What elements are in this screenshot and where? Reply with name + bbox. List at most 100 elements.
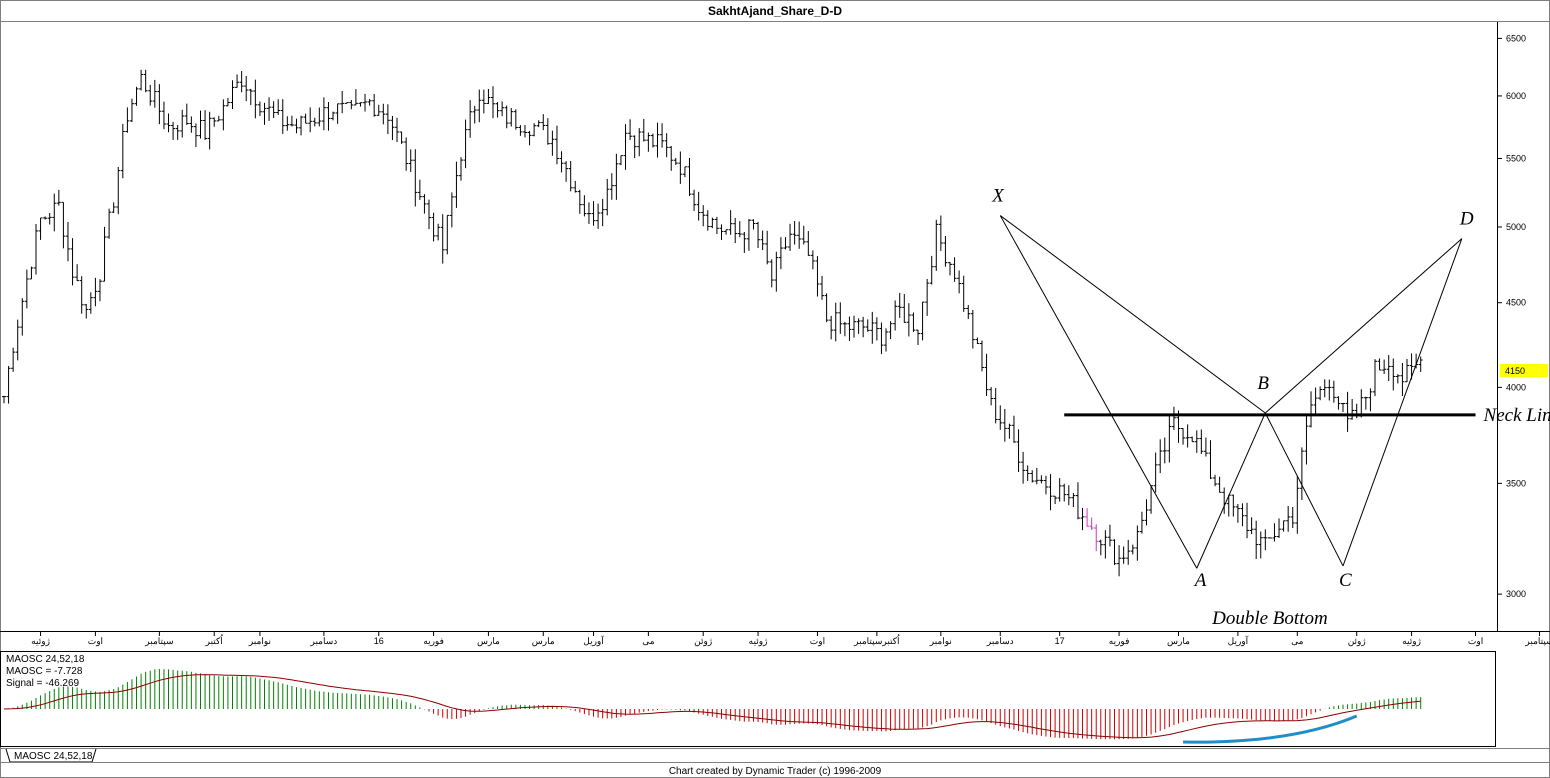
x-tick-label: اُکتبر bbox=[205, 634, 224, 647]
price-bar bbox=[271, 101, 276, 119]
price-bar bbox=[1404, 358, 1409, 383]
price-bar bbox=[696, 191, 701, 221]
last-price-label: 4150 bbox=[1505, 366, 1525, 376]
price-bar bbox=[427, 199, 432, 230]
price-bar bbox=[29, 266, 34, 280]
price-bar bbox=[678, 151, 683, 184]
x-tick-label: 17 bbox=[1055, 636, 1065, 646]
price-bar bbox=[1107, 524, 1112, 547]
y-tick-label: 3000 bbox=[1506, 589, 1526, 599]
indicator-tab-label[interactable]: MAOSC 24,52,18 bbox=[14, 751, 93, 762]
price-bar bbox=[38, 217, 43, 240]
price-bar bbox=[52, 193, 57, 232]
x-tick-label: ژوئیه bbox=[1402, 636, 1421, 647]
price-bar bbox=[326, 102, 331, 131]
price-bar bbox=[669, 145, 674, 171]
price-bar bbox=[774, 251, 779, 292]
price-bar bbox=[152, 79, 157, 108]
price-bar bbox=[660, 123, 665, 148]
pattern-point-d: D bbox=[1459, 209, 1474, 230]
price-bar bbox=[477, 89, 482, 123]
date-axis: ژوئیه اوت سپتامبر اُکتبر نوامبر دسامبر 16 فوریه… bbox=[31, 631, 1550, 647]
price-bar bbox=[1400, 362, 1405, 396]
price-bar bbox=[1034, 467, 1039, 485]
price-bar bbox=[212, 117, 217, 127]
price-bar bbox=[897, 292, 902, 318]
price-bar bbox=[788, 223, 793, 251]
x-tick-label: مارس bbox=[1167, 636, 1190, 647]
price-bar bbox=[184, 103, 189, 126]
price-bar bbox=[1089, 517, 1094, 530]
price-bar bbox=[509, 108, 514, 127]
x-tick-label: اوت bbox=[1468, 636, 1483, 647]
price-bar bbox=[865, 319, 870, 332]
y-tick-label: 6000 bbox=[1506, 91, 1526, 101]
price-bar bbox=[929, 255, 934, 285]
price-bar bbox=[193, 123, 198, 147]
price-bar bbox=[719, 224, 724, 240]
price-bar bbox=[646, 132, 651, 152]
price-bar bbox=[573, 180, 578, 193]
price-bar bbox=[2, 395, 6, 404]
price-bar bbox=[902, 294, 907, 323]
price-bar bbox=[381, 103, 386, 125]
price-bar bbox=[970, 310, 975, 349]
price-bar bbox=[11, 347, 16, 372]
price-bar bbox=[1190, 436, 1195, 443]
price-bar bbox=[230, 80, 235, 109]
price-bar bbox=[43, 216, 48, 220]
price-bar bbox=[321, 97, 326, 131]
price-bar bbox=[801, 225, 806, 245]
price-bar bbox=[6, 366, 11, 404]
price-bar bbox=[1094, 524, 1099, 552]
price-bar bbox=[1075, 482, 1080, 520]
price-bar bbox=[303, 113, 308, 124]
price-bar bbox=[1341, 402, 1346, 413]
price-bar bbox=[1235, 503, 1240, 523]
price-bar bbox=[1345, 391, 1350, 432]
price-bar bbox=[733, 217, 738, 244]
price-bar bbox=[586, 202, 591, 224]
price-bar bbox=[111, 202, 116, 213]
price-bar bbox=[984, 353, 989, 397]
price-bar bbox=[436, 223, 441, 241]
pattern-point-c: C bbox=[1339, 570, 1352, 591]
price-bar bbox=[1149, 485, 1154, 514]
price-bar bbox=[756, 221, 761, 249]
price-bar bbox=[856, 318, 861, 334]
price-bar bbox=[399, 131, 404, 144]
price-bar bbox=[687, 157, 692, 196]
price-bar bbox=[1418, 356, 1423, 372]
price-bar bbox=[874, 317, 879, 341]
price-bar bbox=[390, 115, 395, 141]
price-bar bbox=[1363, 396, 1368, 410]
y-tick-label: 3500 bbox=[1506, 478, 1526, 488]
y-tick-label: 4500 bbox=[1506, 298, 1526, 308]
price-bar bbox=[1057, 478, 1062, 502]
price-bar bbox=[239, 71, 244, 93]
price-bar bbox=[806, 231, 811, 256]
price-bar bbox=[600, 198, 605, 227]
price-bar bbox=[751, 219, 756, 230]
price-bar bbox=[1021, 451, 1026, 484]
neck-line-label: Neck Line bbox=[1483, 405, 1550, 426]
price-bar bbox=[1066, 485, 1071, 506]
price-bar bbox=[56, 189, 61, 206]
price-bar bbox=[358, 102, 363, 107]
price-bar bbox=[513, 109, 518, 130]
price-bar bbox=[605, 178, 610, 216]
price-bar bbox=[847, 316, 852, 341]
price-bar bbox=[500, 101, 505, 117]
harmonic-pattern-annotations: X A B C D Neck Line Double Bottom bbox=[991, 186, 1550, 629]
price-bar bbox=[532, 123, 537, 137]
price-bar bbox=[33, 223, 38, 275]
price-bar bbox=[582, 195, 587, 217]
price-bar bbox=[609, 173, 614, 200]
price-bar bbox=[404, 137, 409, 171]
price-bar bbox=[888, 321, 893, 340]
price-bar bbox=[947, 262, 952, 276]
price-bar bbox=[760, 230, 765, 251]
price-bar bbox=[797, 221, 802, 249]
price-bar bbox=[541, 114, 546, 131]
